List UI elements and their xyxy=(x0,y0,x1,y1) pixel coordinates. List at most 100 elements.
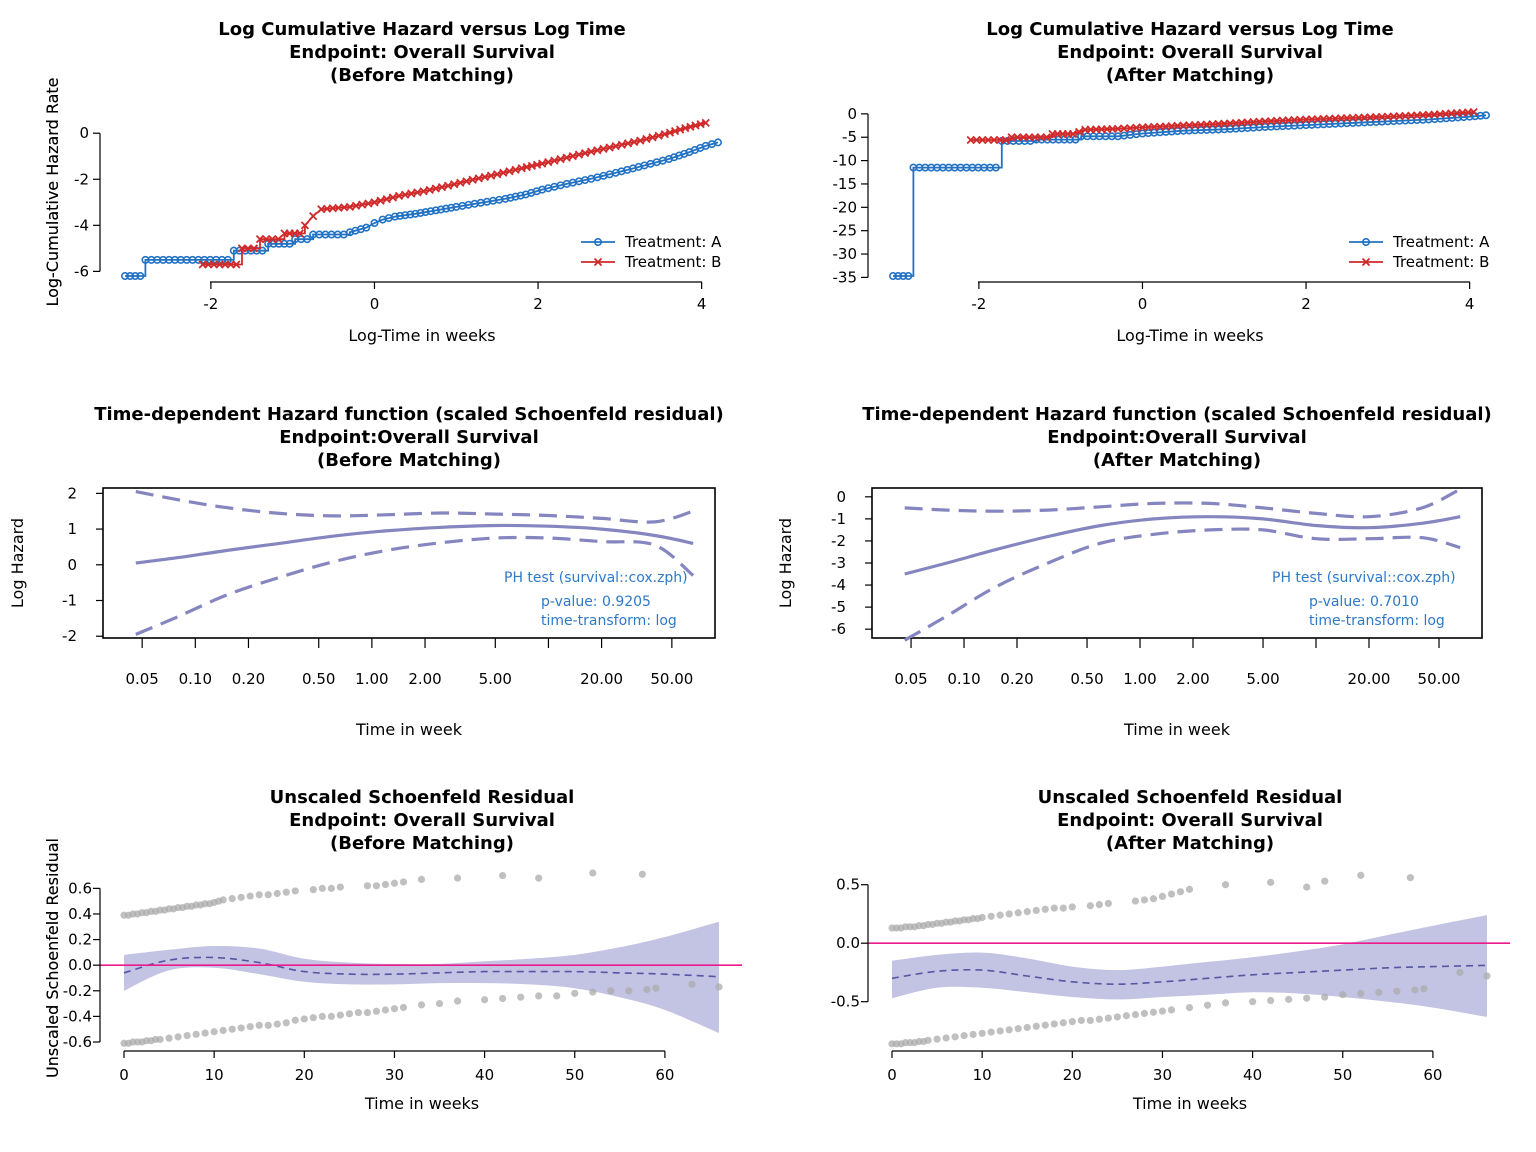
y-tick-label: -4 xyxy=(831,576,846,594)
lower-residual-point xyxy=(1014,1025,1022,1033)
cross-point-marker xyxy=(648,133,657,142)
cross-point-marker xyxy=(593,257,603,267)
circle-point-marker xyxy=(136,271,145,280)
lower-residual-point xyxy=(309,1014,317,1022)
ph-test-label: PH test (survival::cox.zph) xyxy=(1272,570,1456,586)
tail-residual-point xyxy=(1483,972,1491,980)
upper-residual-point xyxy=(589,869,597,877)
x-tick-label: 0 xyxy=(887,1066,897,1084)
x-tick-label: 10 xyxy=(973,1066,992,1084)
cross-point-marker xyxy=(480,172,490,182)
cross-point-marker xyxy=(261,235,271,244)
lower-residual-point xyxy=(1411,986,1419,994)
x-axis-label: Time in weeks xyxy=(1132,1094,1247,1113)
x-tick-label: -2 xyxy=(203,295,218,313)
lower-residual-point xyxy=(201,1029,209,1037)
circle-point-marker xyxy=(258,246,267,255)
panel-scaled-schoenfeld-after: Time-dependent Hazard function (scaled S… xyxy=(776,404,1492,739)
hazard-fit-line xyxy=(135,523,694,565)
lower-residual-point xyxy=(1375,988,1383,996)
lower-residual-point xyxy=(535,992,543,1000)
upper-residual-point xyxy=(255,891,263,899)
x-tick-label: 0.20 xyxy=(1000,670,1033,688)
y-tick-label: -15 xyxy=(833,175,858,193)
lower-residual-point xyxy=(390,1005,399,1013)
lower-residual-point xyxy=(1203,1001,1212,1009)
upper-residual-point xyxy=(363,882,372,890)
y-tick-label: -5 xyxy=(842,128,857,146)
upper-residual-point xyxy=(978,913,986,922)
cross-point-marker xyxy=(300,221,310,230)
x-tick-label: 4 xyxy=(1465,295,1475,313)
cross-point-marker xyxy=(654,131,663,140)
panel-scaled-schoenfeld-before: Time-dependent Hazard function (scaled S… xyxy=(8,404,724,739)
lower-residual-point xyxy=(978,1029,986,1037)
circle-point-marker xyxy=(223,255,232,264)
y-tick-label: 0.0 xyxy=(68,956,92,974)
cross-point-marker xyxy=(295,229,304,238)
upper-residual-point xyxy=(273,889,281,898)
tail-residual-point xyxy=(715,983,723,991)
chart-title-line: (Before Matching) xyxy=(330,833,514,854)
lower-residual-point xyxy=(643,985,651,994)
x-tick-label: 30 xyxy=(1153,1066,1172,1084)
y-tick-label: 0 xyxy=(79,124,89,142)
circle-point-marker xyxy=(121,271,130,280)
chart-title-line: (Before Matching) xyxy=(317,450,501,471)
lower-residual-point xyxy=(381,1006,390,1014)
lower-residual-point xyxy=(987,1028,995,1036)
series-line-treatment-a xyxy=(125,141,719,277)
x-tick-label: 60 xyxy=(655,1066,674,1084)
lower-residual-point xyxy=(156,1035,164,1044)
lower-residual-point xyxy=(1149,1008,1158,1016)
cross-point-marker xyxy=(642,134,651,144)
cross-point-marker xyxy=(474,174,483,183)
upper-confidence-line xyxy=(904,487,1461,519)
lower-residual-point xyxy=(264,1021,272,1029)
legend-label: Treatment: A xyxy=(1392,233,1490,251)
x-tick-label: 0.05 xyxy=(894,670,927,688)
y-tick-label: -35 xyxy=(833,268,858,286)
upper-residual-point xyxy=(1321,877,1329,885)
x-tick-label: 0.05 xyxy=(125,670,158,688)
cross-point-marker xyxy=(462,177,471,186)
cross-point-marker xyxy=(237,244,247,253)
circle-point-marker xyxy=(406,210,415,219)
circle-point-marker xyxy=(401,211,410,220)
cross-point-marker xyxy=(1001,135,1010,145)
circle-point-marker xyxy=(126,271,135,280)
x-tick-label: -2 xyxy=(971,295,986,313)
confidence-band xyxy=(892,915,1487,1017)
lower-residual-point xyxy=(1041,1021,1049,1029)
upper-residual-point xyxy=(372,882,381,890)
lower-residual-point xyxy=(210,1028,218,1036)
chart-title-line: (Before Matching) xyxy=(330,65,514,86)
upper-residual-point xyxy=(453,874,462,882)
circle-point-marker xyxy=(1362,238,1371,247)
y-tick-label: -0.4 xyxy=(63,1007,92,1025)
lower-residual-point xyxy=(1023,1023,1031,1032)
x-tick-label: 50 xyxy=(1333,1066,1352,1084)
chart-title-line: Endpoint:Overall Survival xyxy=(1047,427,1307,448)
y-tick-label: -1 xyxy=(831,510,846,528)
upper-residual-point xyxy=(1185,885,1194,893)
x-tick-label: 0.50 xyxy=(1070,670,1103,688)
x-tick-label: 60 xyxy=(1423,1066,1442,1084)
lower-residual-point xyxy=(453,997,462,1005)
y-tick-label: -20 xyxy=(833,198,858,216)
x-tick-label: 20 xyxy=(1063,1066,1082,1084)
circle-point-marker xyxy=(991,163,1000,172)
circle-point-marker xyxy=(390,212,399,221)
circle-point-marker xyxy=(447,203,456,212)
legend-label: Treatment: A xyxy=(624,233,722,251)
y-tick-label: -25 xyxy=(833,222,858,240)
x-axis-label: Time in week xyxy=(1123,720,1231,739)
cross-point-marker xyxy=(611,141,620,151)
lower-confidence-line xyxy=(135,535,695,636)
lower-residual-point xyxy=(969,1030,977,1039)
lower-residual-point xyxy=(372,1007,381,1015)
y-tick-label: 0 xyxy=(836,488,846,506)
lower-residual-point xyxy=(1086,1016,1094,1025)
circle-point-marker xyxy=(131,271,140,280)
